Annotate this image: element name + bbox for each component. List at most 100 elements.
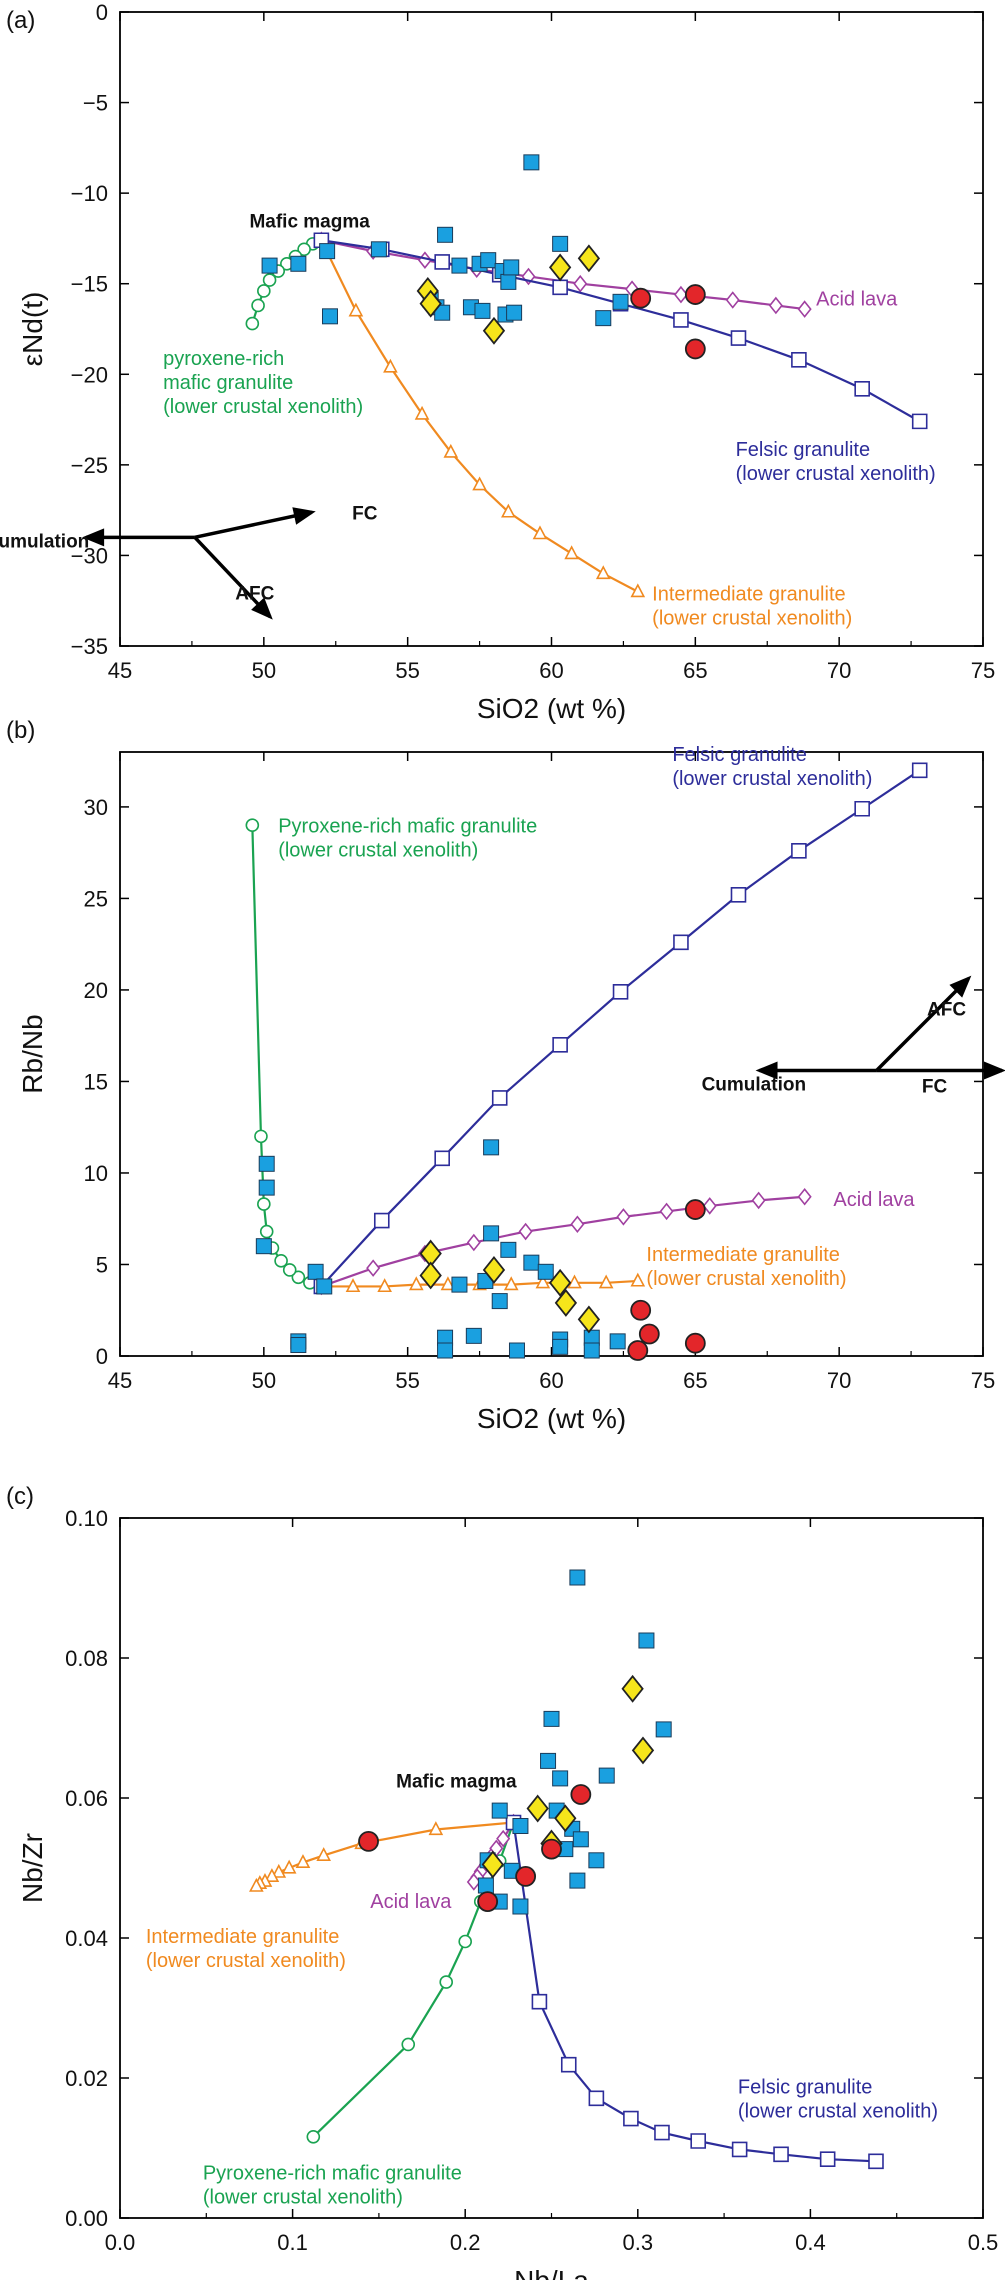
curve-marker xyxy=(491,1090,508,1106)
curve-line xyxy=(321,239,921,423)
data-point-blue-square xyxy=(480,252,497,269)
curve-marker xyxy=(472,476,487,491)
data-point-blue-square xyxy=(483,1225,500,1242)
curve-marker xyxy=(262,273,277,287)
data-point-blue-square xyxy=(523,1254,540,1271)
curve-marker xyxy=(306,2130,321,2144)
curve-marker xyxy=(854,800,870,817)
annotation-label: Pyroxene-rich mafic granulite (lower crus… xyxy=(278,816,537,862)
curve-marker xyxy=(259,1224,274,1239)
data-point-blue-square xyxy=(569,1569,586,1586)
data-point-blue-square xyxy=(491,1293,508,1310)
cumulation-label: Cumulation xyxy=(0,531,89,552)
curve-series xyxy=(313,762,928,1295)
x-tick-label: 0.3 xyxy=(623,2230,654,2255)
curve-marker xyxy=(434,254,450,270)
curve-marker xyxy=(751,1191,766,1210)
annotation-line: Pyroxene-rich mafic granulite xyxy=(278,816,537,838)
curve-marker xyxy=(730,886,747,903)
data-point-yellow-diamond xyxy=(548,253,572,282)
annotation-line: Mafic magma xyxy=(249,212,370,233)
curve-marker xyxy=(466,1873,481,1891)
y-tick-label: 30 xyxy=(84,795,108,820)
curve-marker xyxy=(373,1212,390,1229)
x-axis-title: SiO2 (wt %) xyxy=(477,693,626,724)
curve-marker xyxy=(595,565,611,580)
curve-marker xyxy=(428,1821,444,1836)
annotation-label: Pyroxene-rich mafic granulite (lower crus… xyxy=(203,2163,462,2209)
curve-marker xyxy=(623,2110,639,2127)
data-point-yellow-diamond xyxy=(554,1288,578,1317)
x-tick-label: 45 xyxy=(108,1368,132,1393)
data-point-blue-square xyxy=(598,1767,615,1784)
data-point-red-circle xyxy=(627,1340,649,1361)
data-point-blue-square xyxy=(290,1337,307,1354)
data-point-blue-square xyxy=(437,1342,454,1359)
curve-marker xyxy=(316,1847,331,1861)
curve-marker xyxy=(567,1274,582,1289)
curve-marker xyxy=(245,316,260,331)
y-tick-label: 5 xyxy=(96,1252,108,1277)
data-point-blue-square xyxy=(258,1179,275,1196)
curve-marker xyxy=(673,934,689,951)
curve-marker xyxy=(282,1263,297,1277)
x-tick-label: 70 xyxy=(827,658,851,683)
curve-marker xyxy=(281,1859,297,1874)
curve-marker xyxy=(552,1037,568,1053)
curve-marker xyxy=(496,1829,511,1848)
afc-label: AFC xyxy=(235,583,274,604)
curve-marker xyxy=(440,1276,456,1291)
curve-marker xyxy=(773,2146,789,2163)
y-tick-label: 0.00 xyxy=(65,2206,108,2231)
y-tick-label: 20 xyxy=(84,978,108,1003)
data-point-blue-square xyxy=(500,1241,517,1258)
x-tick-label: 50 xyxy=(252,658,276,683)
data-point-blue-square xyxy=(500,273,517,290)
cumulation-arrow xyxy=(82,528,195,547)
data-point-blue-square xyxy=(503,259,520,276)
annotation-label: Mafic magma xyxy=(396,1772,517,1793)
data-point-yellow-diamond xyxy=(526,1794,549,1823)
afc-label: AFC xyxy=(927,999,966,1020)
curve-marker xyxy=(458,1934,473,1949)
curve-marker xyxy=(291,1270,306,1285)
data-point-yellow-diamond xyxy=(419,1261,442,1290)
annotation-label: Intermediate granulite (lower crustal xen… xyxy=(646,1244,846,1290)
curve-marker xyxy=(377,1278,392,1293)
curve-marker xyxy=(295,1854,311,1868)
curve-marker xyxy=(819,2151,836,2167)
data-point-yellow-diamond xyxy=(482,1256,506,1284)
data-point-blue-square xyxy=(512,1898,529,1915)
data-point-blue-square xyxy=(512,1818,529,1834)
annotation-line: (lower crustal xenolith) xyxy=(646,1268,846,1290)
data-point-blue-square xyxy=(569,1872,586,1889)
annotation-line: Intermediate granulite xyxy=(646,1244,839,1266)
curve-line xyxy=(251,239,322,324)
curve-marker xyxy=(366,1259,381,1277)
y-axis-title: Rb/Nb xyxy=(17,1014,48,1093)
annotation-label: Acid lava xyxy=(370,1891,452,1913)
y-tick-label: −10 xyxy=(71,181,108,206)
annotation-line: Mafic magma xyxy=(396,1772,517,1793)
curve-marker xyxy=(791,351,807,368)
curve-line xyxy=(251,825,322,1288)
curve-marker xyxy=(730,330,747,346)
y-tick-label: −20 xyxy=(71,362,108,387)
data-point-blue-square xyxy=(552,235,569,252)
data-point-blue-square xyxy=(316,1278,333,1295)
data-point-red-circle xyxy=(570,1784,592,1805)
x-tick-label: 55 xyxy=(395,658,419,683)
annotation-line: pyroxene-rich xyxy=(163,348,284,370)
y-tick-label: −35 xyxy=(71,634,108,659)
data-point-yellow-diamond xyxy=(548,1268,572,1297)
data-point-yellow-diamond xyxy=(577,244,601,273)
x-tick-label: 45 xyxy=(108,658,132,683)
annotation-line: Felsic granulite xyxy=(738,2076,873,2098)
panel-a: 45 50 55 60 65 70 75 0 −5 −10 −15 −20 −25 −30 −35 SiO2 … xyxy=(0,0,995,724)
annotation-line: Acid lava xyxy=(370,1891,452,1913)
annotation-line: (lower crustal xenolith) xyxy=(163,396,363,418)
curve-marker xyxy=(257,1197,271,1211)
y-tick-label: 25 xyxy=(84,886,108,911)
data-point-red-circle xyxy=(541,1838,562,1860)
annotation-label: Intermediate granulite (lower crustal xen… xyxy=(652,584,852,630)
